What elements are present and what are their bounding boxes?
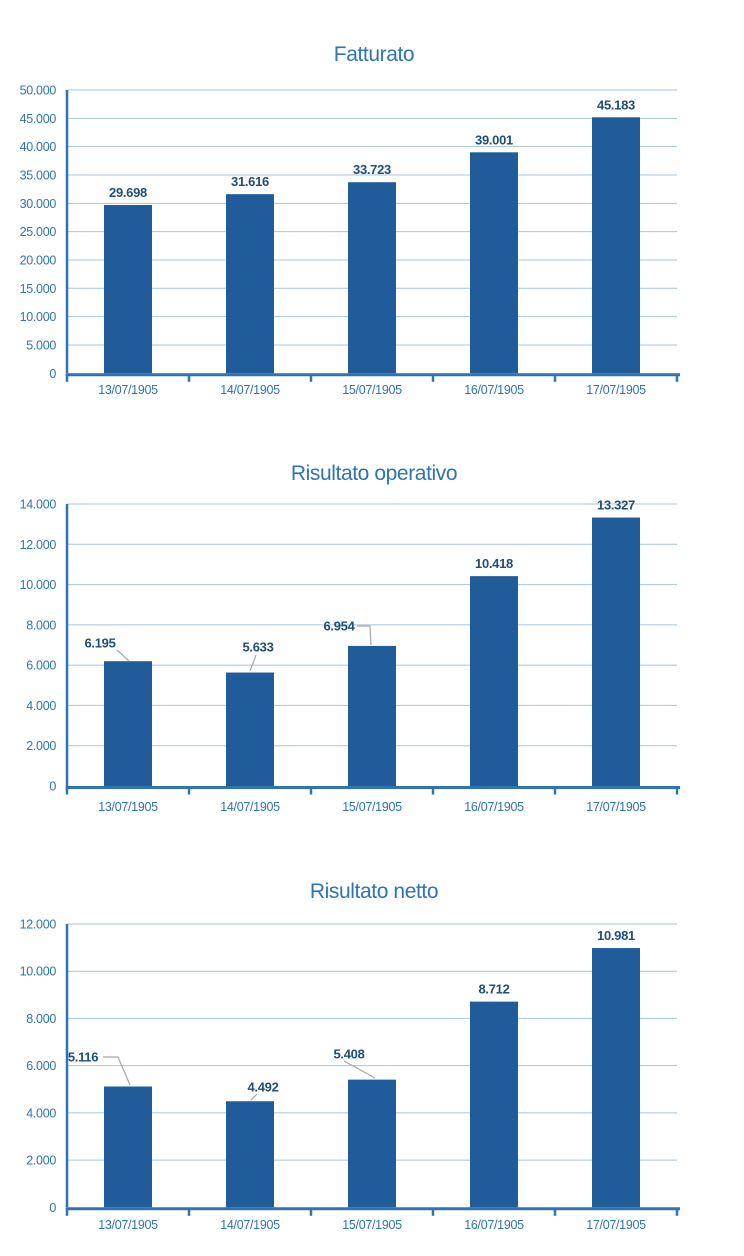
- leader-line: [250, 1093, 258, 1101]
- bar: [226, 672, 274, 786]
- x-tick-label: 13/07/1905: [98, 1218, 158, 1232]
- chart-title: Risultato netto: [310, 880, 438, 903]
- x-tick-label: 17/07/1905: [586, 800, 646, 814]
- y-tick-label: 6.000: [26, 1059, 56, 1073]
- bar: [104, 205, 152, 374]
- data-label: 5.116: [68, 1050, 98, 1065]
- x-tick-label: 15/07/1905: [342, 800, 402, 814]
- data-label: 6.195: [84, 636, 115, 651]
- data-label: 39.001: [475, 132, 513, 147]
- y-tick-label: 30.000: [20, 197, 57, 211]
- bar: [592, 948, 640, 1208]
- bar: [348, 1079, 396, 1208]
- y-tick-label: 0: [49, 1201, 56, 1215]
- x-tick-label: 17/07/1905: [586, 1218, 646, 1232]
- chart-3: 0 2.000 4.000 6.000 8.000 10.000 12.000 13/07/1…: [20, 880, 680, 1232]
- chart-2: 0 2.000 4.000 6.000 8.000 10.000 12.000 14.000 1…: [20, 462, 680, 814]
- x-tick-label: 14/07/1905: [220, 383, 280, 397]
- bar: [226, 1101, 274, 1208]
- leader-line: [249, 654, 257, 672]
- y-tick-label: 2.000: [26, 1154, 56, 1168]
- data-label: 8.712: [478, 982, 509, 997]
- data-label: 13.327: [597, 498, 635, 513]
- y-tick-label: 40.000: [20, 140, 57, 154]
- x-tick-label: 14/07/1905: [220, 800, 280, 814]
- data-label: 29.698: [109, 185, 147, 200]
- x-tick-label: 13/07/1905: [98, 383, 158, 397]
- leader-line: [343, 1060, 376, 1079]
- y-tick-label: 0: [49, 367, 56, 381]
- bar: [470, 576, 518, 786]
- chart-title: Fatturato: [334, 43, 414, 66]
- bar: [348, 182, 396, 374]
- y-tick-label: 0: [49, 780, 56, 794]
- x-tick-label: 16/07/1905: [464, 383, 524, 397]
- y-tick-label: 12.000: [20, 918, 57, 932]
- data-label: 5.408: [333, 1047, 364, 1062]
- data-label: 45.183: [597, 97, 635, 112]
- y-tick-label: 10.000: [20, 578, 57, 592]
- y-tick-label: 35.000: [20, 168, 57, 182]
- bar: [348, 645, 396, 786]
- chart-1: 0 5.000 10.000 15.000 20.000 25.000 30.000 35.0…: [20, 43, 680, 397]
- bar: [104, 1086, 152, 1208]
- bar: [592, 517, 640, 786]
- bar: [226, 194, 274, 374]
- chart-title: Risultato operativo: [291, 462, 457, 485]
- bar: [470, 1001, 518, 1208]
- y-tick-label: 5.000: [26, 338, 56, 352]
- leader-line: [357, 625, 372, 646]
- y-tick-label: 50.000: [20, 84, 57, 98]
- x-tick-label: 16/07/1905: [464, 1218, 524, 1232]
- y-tick-label: 8.000: [26, 618, 56, 632]
- y-tick-label: 14.000: [20, 498, 57, 512]
- x-tick-label: 16/07/1905: [464, 800, 524, 814]
- y-tick-label: 10.000: [20, 310, 57, 324]
- data-label: 33.723: [353, 162, 391, 177]
- bar: [470, 152, 518, 374]
- leader-line: [116, 649, 130, 662]
- data-label: 10.981: [597, 928, 635, 943]
- y-tick-label: 15.000: [20, 282, 57, 296]
- y-tick-label: 2.000: [26, 739, 56, 753]
- bar: [104, 661, 152, 786]
- y-tick-label: 25.000: [20, 225, 57, 239]
- y-tick-label: 45.000: [20, 112, 57, 126]
- leader-line: [103, 1056, 131, 1086]
- data-label: 10.418: [475, 556, 513, 571]
- bar: [592, 117, 640, 374]
- x-tick-label: 13/07/1905: [98, 800, 158, 814]
- y-tick-label: 10.000: [20, 965, 57, 979]
- data-label: 6.954: [323, 619, 355, 634]
- y-tick-label: 4.000: [26, 699, 56, 713]
- x-tick-label: 15/07/1905: [342, 383, 402, 397]
- y-tick-label: 8.000: [26, 1012, 56, 1026]
- data-label: 4.492: [247, 1080, 278, 1095]
- data-label: 31.616: [231, 174, 269, 189]
- y-tick-label: 12.000: [20, 538, 57, 552]
- y-tick-label: 20.000: [20, 253, 57, 267]
- y-tick-label: 4.000: [26, 1106, 56, 1120]
- data-label: 5.633: [242, 640, 273, 655]
- x-tick-label: 14/07/1905: [220, 1218, 280, 1232]
- y-tick-label: 6.000: [26, 659, 56, 673]
- x-tick-label: 15/07/1905: [342, 1218, 402, 1232]
- x-tick-label: 17/07/1905: [586, 383, 646, 397]
